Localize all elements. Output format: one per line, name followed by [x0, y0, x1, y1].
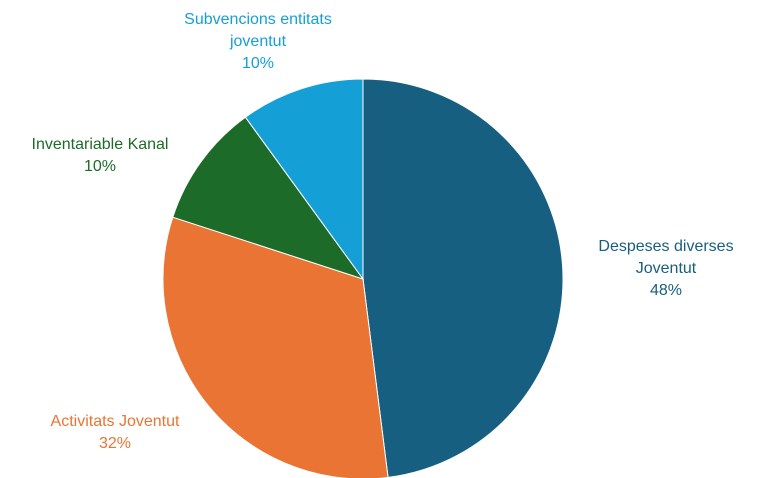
category-name: Despeses diverses Joventut [598, 238, 734, 277]
pie-slice [244, 78, 364, 281]
value-label: 10% [83, 158, 117, 175]
category-name: Subvencions entitats joventut [184, 11, 332, 50]
category-name: Activitats Joventut [50, 413, 180, 430]
slice-label: Inventariable Kanal 10% [0, 134, 210, 178]
category-name: Inventariable Kanal [31, 136, 169, 153]
slice-label: Activitats Joventut 32% [5, 411, 225, 455]
value-label: 48% [649, 282, 683, 299]
pie-slice [162, 216, 389, 478]
pie-slice [172, 116, 365, 280]
value-label: 10% [241, 55, 275, 72]
value-label: 32% [98, 435, 132, 452]
slice-label: Subvencions entitats joventut 10% [163, 9, 353, 75]
pie-slice [362, 78, 564, 478]
slice-label: Despeses diverses Joventut 48% [576, 236, 756, 302]
